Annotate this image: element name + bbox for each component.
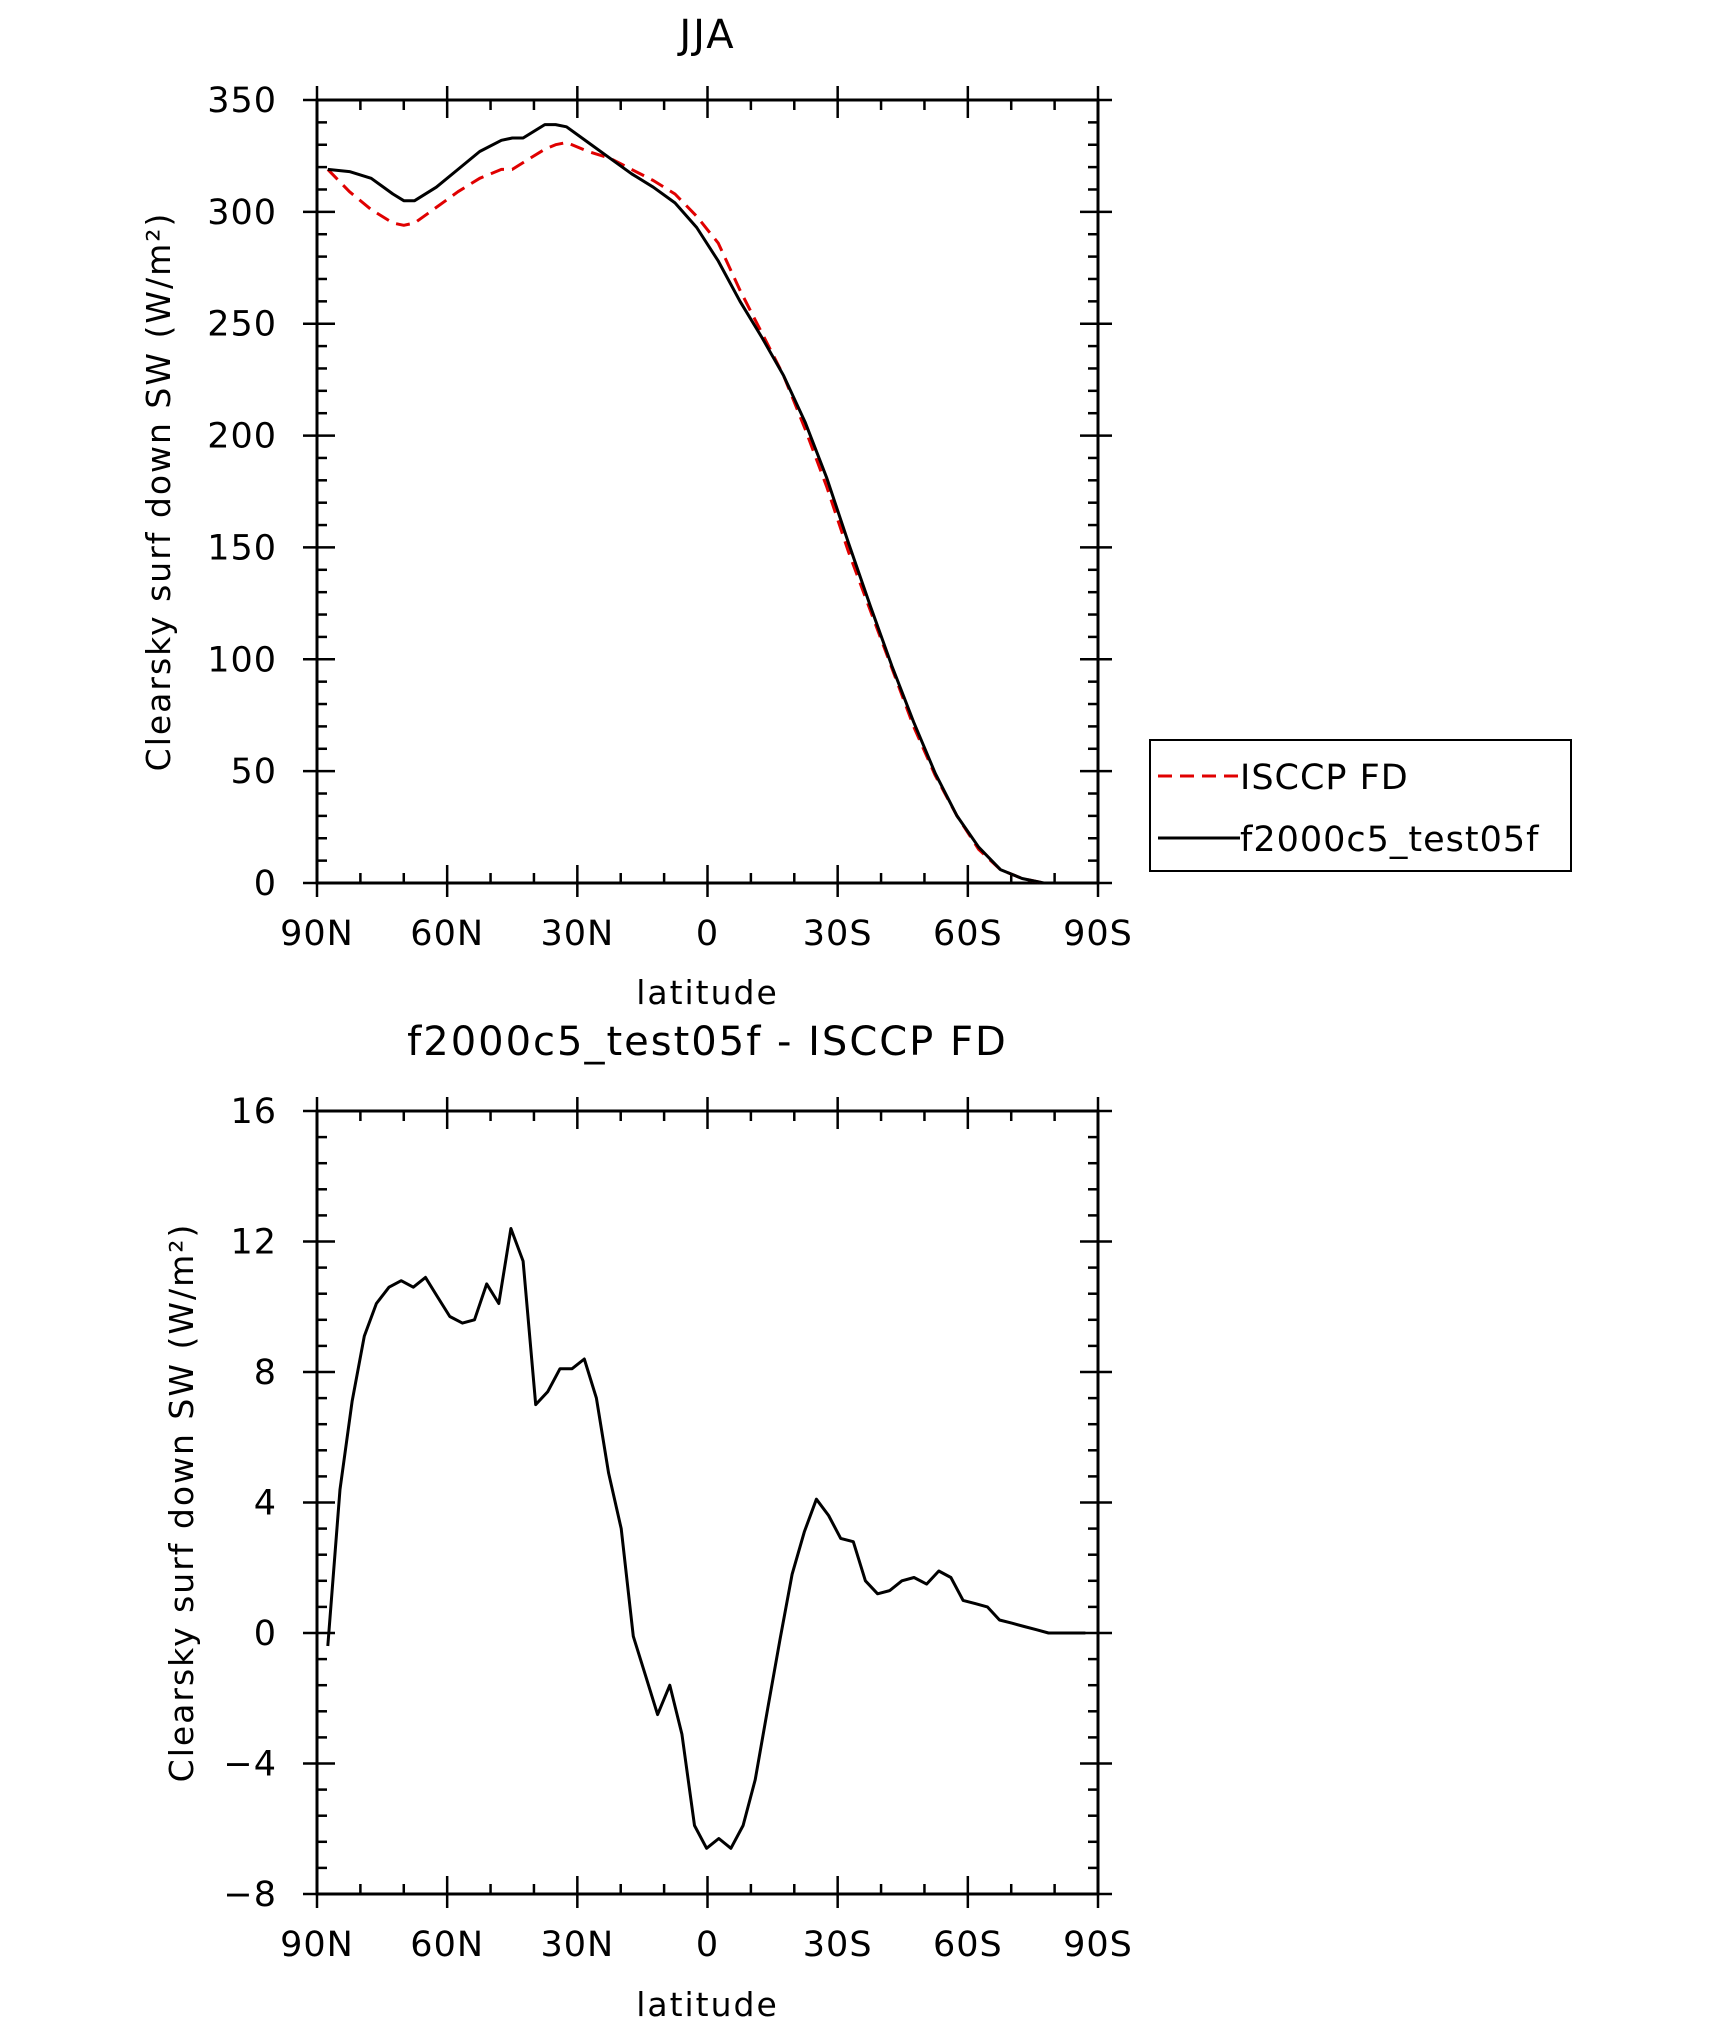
chart-title: JJA [676, 12, 735, 58]
y-tick-label: 12 [230, 1223, 277, 1263]
x-tick-label: 30S [803, 1925, 873, 1965]
y-axis-label: Clearsky surf down SW (W/m²) [162, 1223, 201, 1783]
y-tick-label: 200 [207, 417, 277, 457]
x-tick-label: 60S [933, 914, 1003, 954]
x-tick-label: 60S [933, 1925, 1003, 1965]
y-tick-label: 150 [207, 528, 277, 568]
y-tick-label: 250 [207, 305, 277, 345]
x-axis-label: latitude [636, 1985, 779, 2021]
legend-box [1149, 739, 1572, 872]
series-line-isccp-fd [326, 141, 1088, 885]
y-tick-label: 16 [230, 1092, 277, 1132]
y-tick-label: 100 [207, 640, 277, 680]
x-tick-label: 0 [696, 914, 719, 954]
y-tick-label: 350 [207, 81, 277, 121]
top-panel: 90N 60N 30N 0 30S 60S 90S 0 50 100 150 200 250 300 350… [139, 12, 1572, 1012]
x-tick-label: 30N [540, 1925, 614, 1965]
chart-title: f2000c5_test05f - ISCCP FD [407, 1019, 1008, 1065]
bottom-panel: 90N 60N 30N 0 30S 60S 90S −8 −4 0 4 8 12 16 f2000c5_te… [162, 1019, 1133, 2021]
y-tick-label: 8 [254, 1353, 277, 1393]
x-tick-label: 90N [280, 1925, 354, 1965]
legend-label: f2000c5_test05f [1240, 820, 1539, 860]
y-axis-label: Clearsky surf down SW (W/m²) [139, 212, 178, 772]
y-tick-label: −8 [223, 1875, 277, 1915]
y-tick-label: 300 [207, 193, 277, 233]
plot-frame [315, 98, 1100, 885]
y-tick-label: 0 [254, 1614, 277, 1654]
x-tick-label: 30S [803, 914, 873, 954]
legend-label: ISCCP FD [1240, 758, 1409, 798]
y-tick-label: −4 [223, 1745, 277, 1785]
x-tick-label: 30N [540, 914, 614, 954]
x-tick-label: 0 [696, 1925, 719, 1965]
series-line-difference [326, 1227, 1086, 1850]
x-axis-label: latitude [636, 973, 779, 1012]
x-tick-label: 60N [410, 1925, 484, 1965]
x-tick-label: 90S [1063, 1925, 1133, 1965]
x-tick-label: 90N [280, 914, 354, 954]
x-tick-label: 60N [410, 914, 484, 954]
x-tick-label: 90S [1063, 914, 1133, 954]
y-tick-label: 50 [230, 752, 277, 792]
plot-frame [315, 1109, 1100, 1896]
legend: ISCCP FD f2000c5_test05f [1149, 739, 1572, 872]
y-tick-label: 4 [254, 1484, 277, 1524]
series-line-f2000c5-test05f [327, 123, 1088, 885]
y-tick-label: 0 [254, 864, 277, 904]
